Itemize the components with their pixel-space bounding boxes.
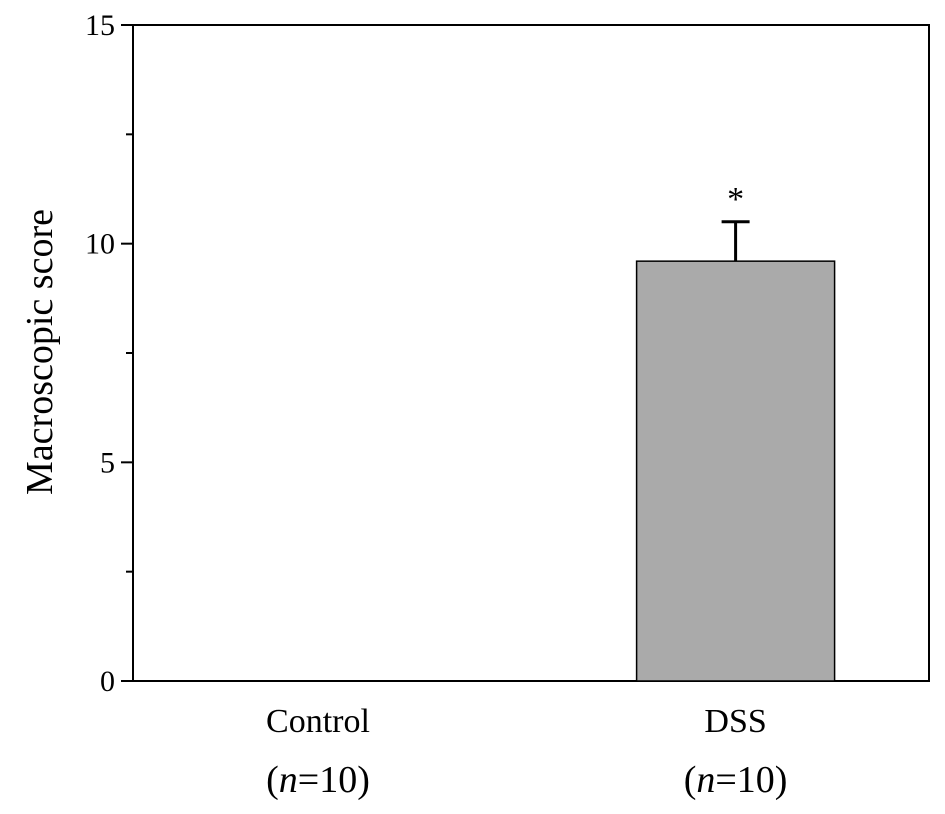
y-axis-ticks: 0 5 10 15 xyxy=(85,9,133,698)
sample-size-label: (n=10) xyxy=(684,759,788,801)
y-tick-label: 15 xyxy=(85,9,115,42)
x-tick-label-dss: DSS xyxy=(704,703,766,740)
y-tick-label: 0 xyxy=(100,665,115,698)
significance-marker: * xyxy=(727,181,744,218)
y-tick-label: 5 xyxy=(100,446,115,479)
bar-dss xyxy=(635,260,836,682)
y-tick-label: 10 xyxy=(85,228,115,261)
bars-group: * xyxy=(635,181,836,682)
x-axis-labels: Control (n=10) DSS (n=10) xyxy=(266,703,787,801)
x-tick-label-control: Control xyxy=(266,703,370,740)
y-axis-label: Macroscopic score xyxy=(19,209,61,495)
sample-size-label: (n=10) xyxy=(266,759,370,801)
